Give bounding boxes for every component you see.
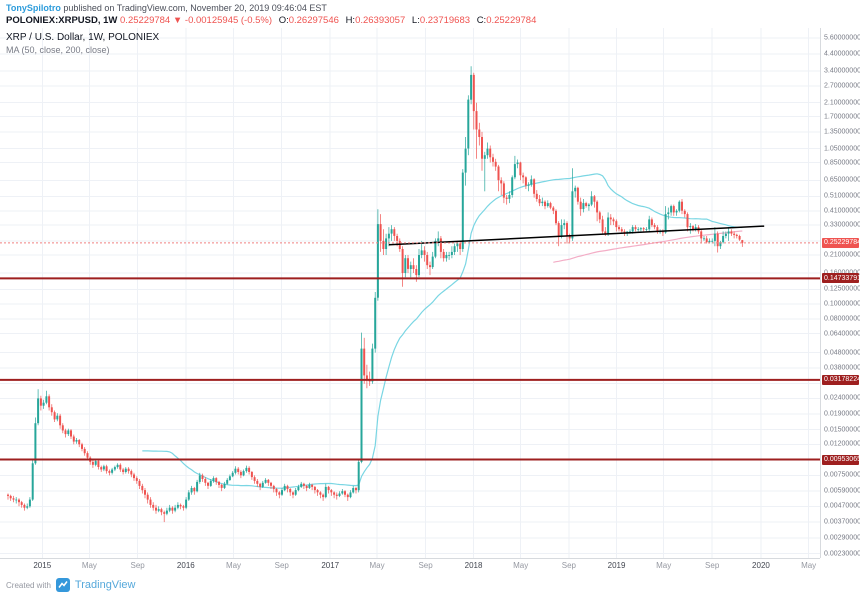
chart-plot-area[interactable]: XRP / U.S. Dollar, 1W, POLONIEX MA (50, … xyxy=(0,28,820,558)
price-axis-label: 0.01500000 xyxy=(824,426,860,434)
time-axis-label: 2016 xyxy=(176,561,195,570)
symbol-title: POLONIEX:XRPUSD, 1W xyxy=(6,15,118,26)
price-axis-label: 0.21000000 xyxy=(824,251,860,259)
created-with-label: Created with xyxy=(6,580,51,590)
last-price: 0.25229784 xyxy=(120,15,171,26)
time-axis-label: 2015 xyxy=(33,561,52,570)
price-axis-label: 0.16000000 xyxy=(824,269,860,276)
price-axis-label: 0.01900000 xyxy=(824,410,860,418)
price-axis-label: 0.00750000 xyxy=(824,471,860,479)
low-label: L: xyxy=(411,15,420,26)
price-axis-label: 0.85000000 xyxy=(824,159,860,167)
price-axis-label: 0.03800000 xyxy=(824,364,860,372)
legend-symbol[interactable]: XRP / U.S. Dollar, 1W, POLONIEX xyxy=(6,32,160,43)
low-value: 0.23719683 xyxy=(419,15,471,26)
open-value: 0.26297546 xyxy=(288,15,339,26)
support-price-badge: 0.03178224 xyxy=(822,374,860,385)
price-axis-label: 0.65000000 xyxy=(824,176,860,184)
price-axis-label: 0.01200000 xyxy=(824,440,860,448)
time-axis-label: May xyxy=(801,561,817,570)
last-price-badge: 0.25229784 xyxy=(822,237,860,248)
time-axis-label: 2018 xyxy=(464,561,483,570)
time-axis-label: 2019 xyxy=(607,561,626,570)
chart-legend[interactable]: XRP / U.S. Dollar, 1W, POLONIEX MA (50, … xyxy=(6,31,159,56)
published-text: published on TradingView.com, November 2… xyxy=(60,3,327,13)
publish-line: TonySpilotro published on TradingView.co… xyxy=(6,2,860,14)
price-axis-label: 0.00590000 xyxy=(824,487,860,495)
time-axis-label: May xyxy=(369,561,385,570)
time-axis-label: Sep xyxy=(418,561,433,570)
support-price-badge: 0.00953065 xyxy=(822,454,860,465)
price-axis-label: 4.40000000 xyxy=(824,50,860,58)
tradingview-logo-icon[interactable] xyxy=(55,578,70,592)
price-axis-label: 3.40000000 xyxy=(824,67,860,75)
price-axis-label: 0.02400000 xyxy=(824,394,860,402)
price-axis-label: 1.35000000 xyxy=(824,128,860,136)
price-axis-label: 2.10000000 xyxy=(824,99,860,107)
price-axis-label: 0.10000000 xyxy=(824,300,860,308)
high-label: H: xyxy=(345,15,356,26)
time-axis-label: 2017 xyxy=(321,561,340,570)
price-axis-label: 0.00470000 xyxy=(824,502,860,510)
price-axis[interactable]: 5.60000000 4.40000000 3.40000000 2.70000000… xyxy=(820,28,860,558)
author-link[interactable]: TonySpilotro xyxy=(6,3,61,13)
open-label: O: xyxy=(278,15,289,26)
price-axis-label: 0.06400000 xyxy=(824,330,860,338)
time-axis-label: May xyxy=(225,561,242,570)
time-axis-label: May xyxy=(81,561,97,570)
tradingview-brand-link[interactable]: TradingView xyxy=(74,579,136,591)
price-axis-label: 0.00290000 xyxy=(824,534,860,542)
price-axis-label: 0.51000000 xyxy=(824,192,860,200)
time-axis-label: May xyxy=(513,561,529,570)
price-axis-label: 0.08000000 xyxy=(824,315,860,323)
snapshot-header: TonySpilotro published on TradingView.co… xyxy=(0,0,860,28)
legend-ma-indicator[interactable]: MA (50, close, 200, close) xyxy=(6,45,110,55)
price-axis-label: 0.04800000 xyxy=(824,349,860,357)
price-axis-label: 1.05000000 xyxy=(824,145,860,153)
time-axis-label: Sep xyxy=(561,561,576,570)
time-axis-label: Sep xyxy=(274,561,289,570)
support-price-badge: 0.14733791 xyxy=(822,273,860,284)
time-axis-label: Sep xyxy=(130,561,145,570)
close-label: C: xyxy=(476,15,487,26)
time-axis-label: May xyxy=(656,561,672,570)
price-axis-label: 0.00370000 xyxy=(824,518,860,526)
candlestick-chart-canvas[interactable] xyxy=(0,28,820,558)
price-change: ▼ -0.00125945 (-0.5%) xyxy=(172,15,273,26)
price-axis-label: 0.41000000 xyxy=(824,207,860,215)
high-value: 0.26393057 xyxy=(355,15,406,26)
symbol-line: POLONIEX:XRPUSD, 1W 0.25229784 ▼ -0.0012… xyxy=(6,14,860,27)
time-axis[interactable]: 2015 May Sep 2016 May Sep 2017 May Sep 2018 May Sep… xyxy=(0,558,820,574)
price-axis-label: 1.70000000 xyxy=(824,113,860,121)
chart-main: XRP / U.S. Dollar, 1W, POLONIEX MA (50, … xyxy=(0,28,860,558)
time-axis-label: 2020 xyxy=(752,561,770,570)
price-axis-label: 2.70000000 xyxy=(824,82,860,90)
price-axis-label: 0.00230000 xyxy=(824,550,860,558)
close-value: 0.25229784 xyxy=(486,15,537,26)
price-axis-label: 5.60000000 xyxy=(824,34,860,42)
price-axis-label: 0.12500000 xyxy=(824,285,860,293)
snapshot-footer: Created with TradingView xyxy=(0,574,860,596)
time-axis-label: Sep xyxy=(705,561,720,570)
price-axis-label: 0.33000000 xyxy=(824,221,860,229)
